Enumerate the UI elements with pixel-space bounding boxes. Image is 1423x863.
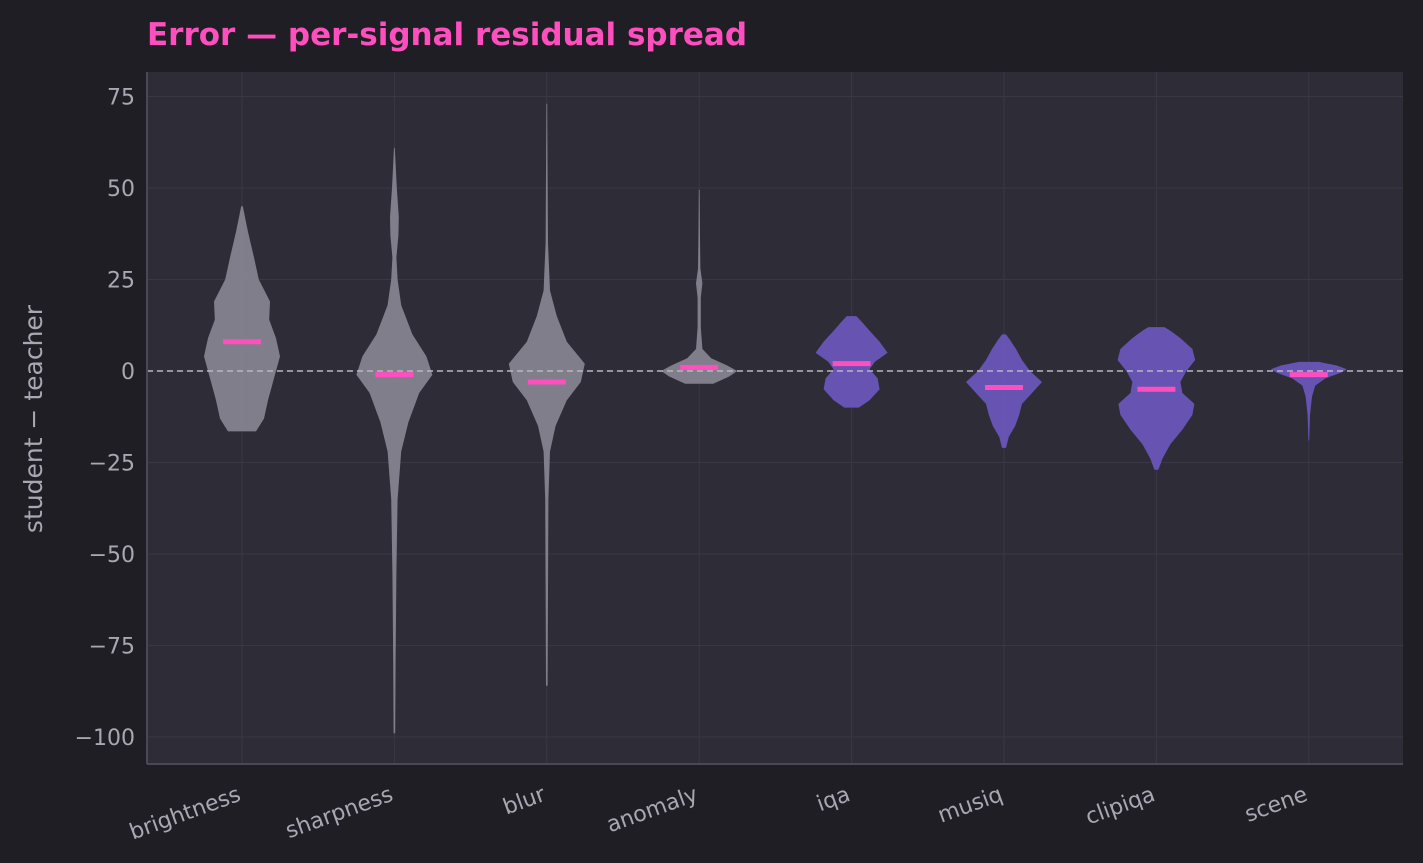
y-tick-label: 50	[107, 177, 135, 202]
x-tick-label: iqa	[814, 782, 854, 817]
x-tick-label: blur	[500, 782, 550, 821]
x-tick-label: musiq	[935, 782, 1006, 828]
violin-musiq	[966, 334, 1042, 448]
violin-sharpness	[356, 147, 433, 734]
medians	[223, 339, 1328, 392]
violin-anomaly	[661, 189, 738, 384]
violin-brightness	[204, 206, 280, 432]
x-tick-label: anomaly	[603, 782, 701, 838]
y-axis-label: student − teacher	[19, 304, 48, 533]
x-tick-label: clipiqa	[1082, 782, 1158, 830]
axes	[146, 72, 1403, 765]
x-tick-label: brightness	[126, 782, 244, 845]
chart-title: Error — per-signal residual spread	[147, 17, 747, 53]
y-tick-label: −100	[75, 726, 135, 751]
y-tick-label: 75	[107, 86, 135, 111]
violin-scene	[1270, 361, 1347, 441]
y-tick-labels: 75 50 25 0 −25 −50 −75 −100	[75, 86, 135, 752]
x-tick-label: scene	[1242, 782, 1311, 828]
y-tick-label: −25	[89, 452, 135, 477]
plot-area	[147, 72, 1403, 764]
y-tick-label: −75	[89, 635, 135, 660]
violin-blur	[508, 103, 585, 686]
y-tick-label: 25	[107, 269, 135, 294]
violin-clipiqa	[1117, 327, 1196, 470]
x-tick-label: sharpness	[282, 782, 396, 844]
y-tick-label: 0	[121, 360, 135, 385]
x-tick-labels: brightness sharpness blur anomaly iqa musiq cl…	[126, 782, 1310, 846]
y-tick-label: −50	[89, 543, 135, 568]
